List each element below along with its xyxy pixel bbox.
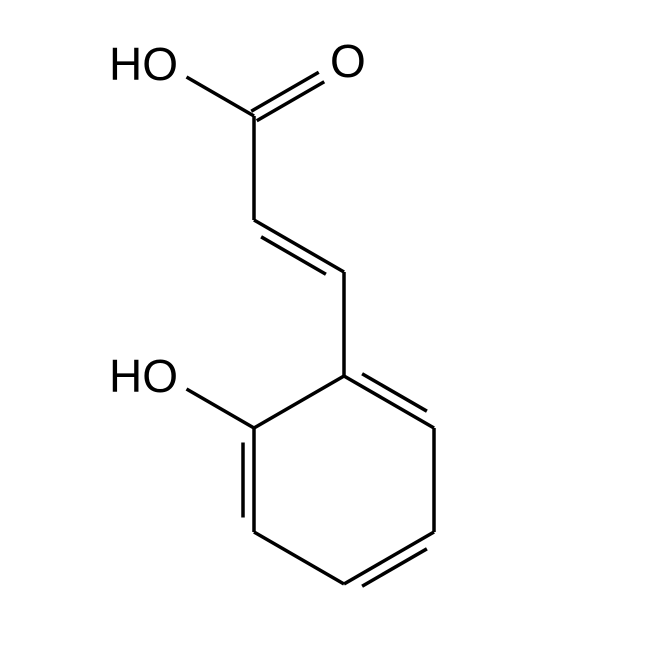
bond <box>254 220 344 272</box>
atom-label-carboxyl_oh: HO <box>109 38 178 90</box>
bonds <box>187 72 434 586</box>
bond <box>187 389 254 428</box>
bond <box>187 77 254 116</box>
atom-label-carboxyl_o: O <box>330 35 366 87</box>
molecule-diagram: HO O HO <box>0 0 650 650</box>
bond <box>254 376 344 428</box>
bond <box>254 532 344 584</box>
bond <box>344 376 434 428</box>
bond <box>344 532 434 584</box>
atom-labels: HO O HO <box>109 35 366 402</box>
atom-label-phenol_oh: HO <box>109 350 178 402</box>
